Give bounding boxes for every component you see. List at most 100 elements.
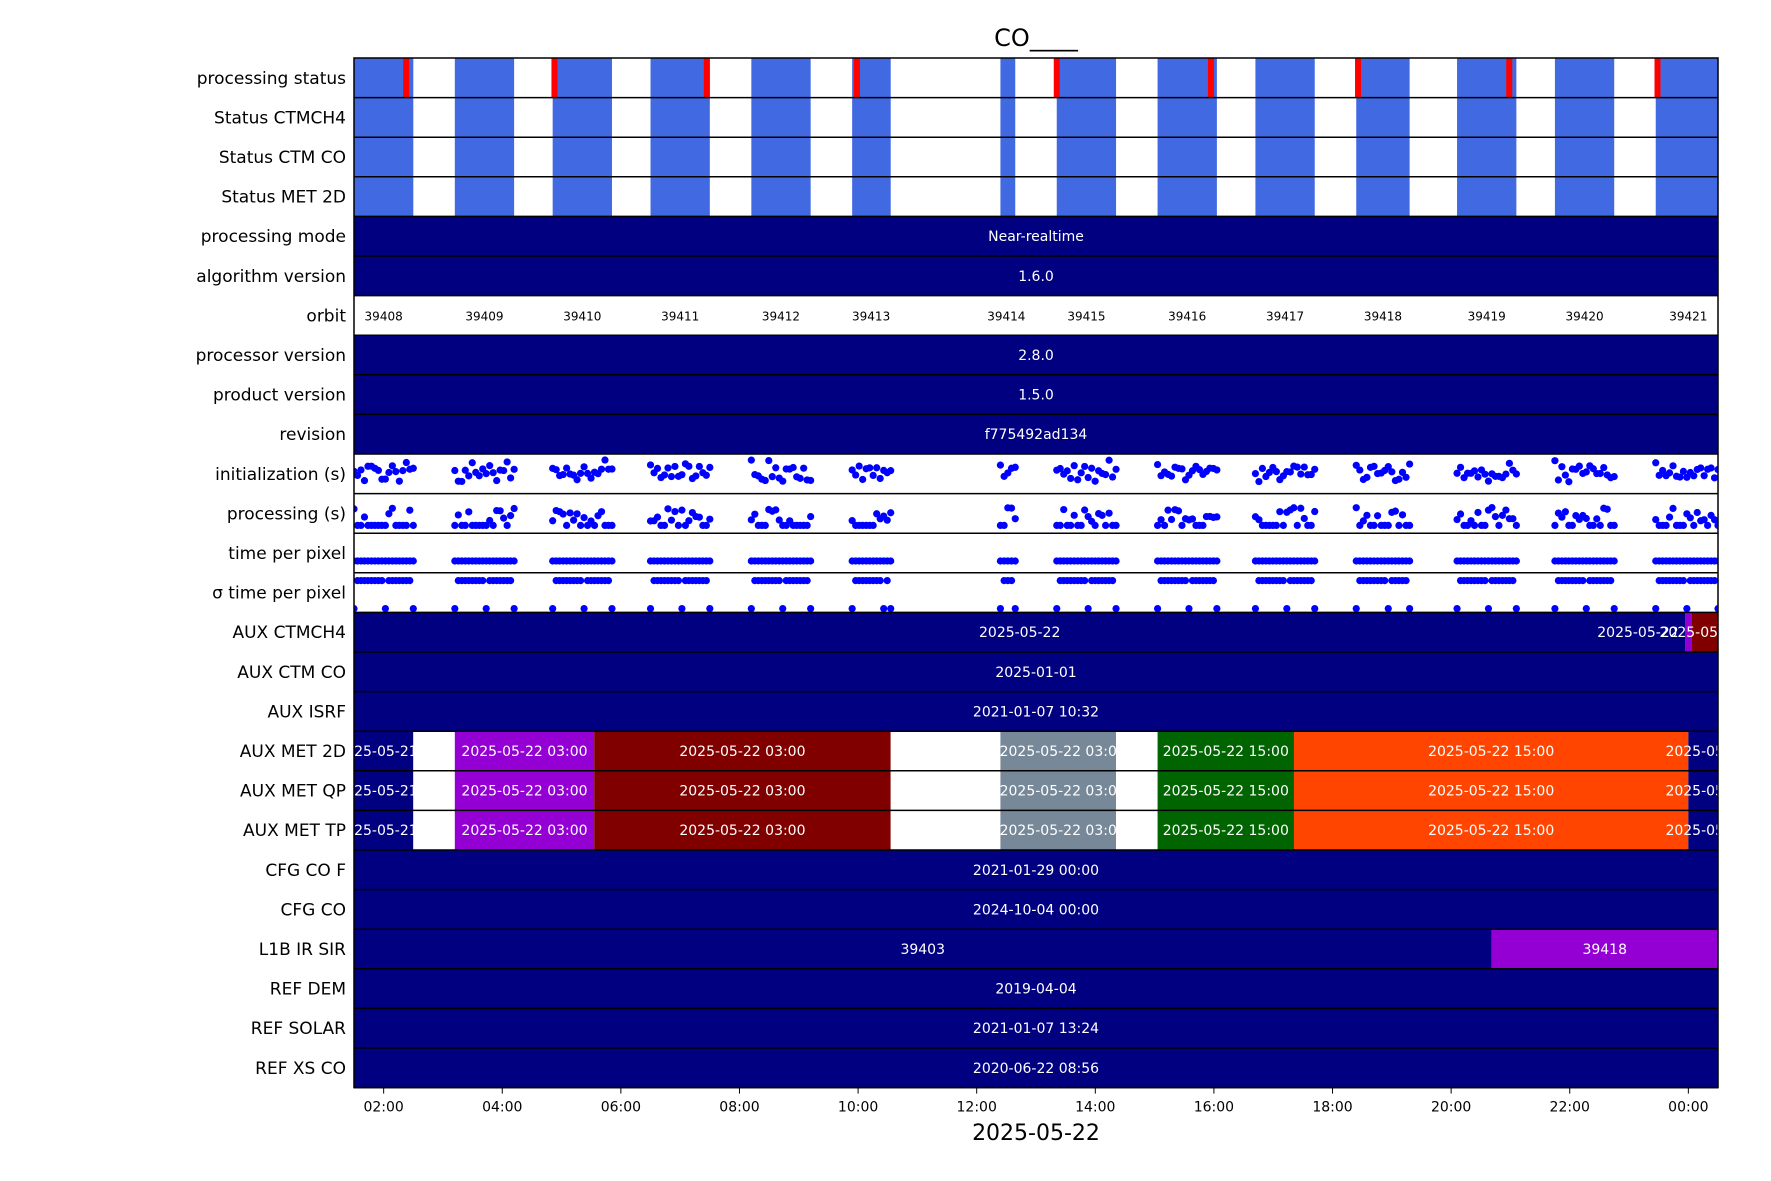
data-point [671, 462, 679, 471]
segment-label: 2025-05-22 15:00 [1163, 784, 1289, 800]
data-point [454, 511, 462, 519]
data-point [507, 512, 515, 520]
status-bar [1157, 97, 1217, 138]
data-point [385, 468, 393, 477]
data-point [1589, 521, 1597, 530]
status-bar [1000, 97, 1016, 138]
segment-label: 2024-10-04 00:00 [973, 902, 1099, 918]
row-1 [354, 97, 1718, 138]
data-point [747, 456, 755, 464]
data-point [1481, 521, 1489, 530]
data-point [1381, 577, 1389, 585]
segment-bar [413, 731, 455, 771]
segment-label: 2025-05-22 03:00 [461, 744, 587, 760]
data-point [1690, 472, 1698, 480]
data-point [1505, 459, 1513, 467]
data-point [1652, 515, 1660, 524]
x-axis: 02:00 04:00 06:00 08:00 10:00 12:00 14:00 16:00… [363, 1087, 1709, 1116]
data-point [660, 521, 669, 530]
data-point [747, 605, 755, 613]
data-point [1714, 521, 1718, 529]
data-point [653, 464, 662, 473]
orbit-label: 39415 [1067, 309, 1105, 323]
data-point [706, 557, 714, 565]
data-point [1063, 467, 1071, 475]
row-15: 2025-01-01 [354, 652, 1718, 692]
data-point [608, 465, 616, 473]
data-point [1011, 463, 1019, 471]
data-point [1290, 504, 1298, 512]
status-bar [650, 97, 710, 138]
segment-label: 2025-05-22 15:00 [1163, 823, 1289, 839]
data-point [549, 605, 557, 613]
data-point [1279, 577, 1287, 585]
data-point [1153, 521, 1162, 530]
data-point [883, 516, 891, 524]
segment-label: Near-realtime [988, 229, 1084, 245]
orbit-label: 39412 [762, 309, 800, 323]
segment-bar [1000, 770, 1117, 811]
segment-label: 2025-05-22 03:00 [461, 823, 587, 839]
data-point [451, 605, 459, 613]
data-point [1053, 605, 1061, 613]
data-point [461, 466, 469, 474]
data-point [678, 506, 686, 514]
x-tick-label: 12:00 [957, 1100, 997, 1116]
data-point [887, 605, 895, 613]
data-point [1575, 462, 1583, 470]
data-point [1112, 605, 1120, 613]
data-point [465, 472, 473, 480]
data-point [1582, 514, 1590, 523]
segment-bar [354, 889, 1718, 930]
data-point [664, 464, 672, 472]
data-point [354, 505, 358, 513]
data-point [765, 456, 773, 465]
data-point [1286, 468, 1294, 476]
data-point [674, 577, 683, 585]
orbit-label: 39413 [852, 309, 890, 323]
segment-bar [890, 770, 1001, 811]
segment-label: 2025-05-22 [1665, 823, 1746, 839]
data-point [1509, 577, 1517, 585]
data-point [1255, 516, 1263, 524]
data-point [883, 577, 891, 585]
data-point [604, 577, 613, 585]
data-point [388, 504, 396, 512]
row-label: AUX MET QP [240, 782, 346, 802]
data-point [576, 521, 585, 530]
segment-bar [1293, 731, 1689, 771]
data-point [1565, 478, 1573, 486]
data-point [486, 462, 494, 470]
data-point [1596, 521, 1604, 530]
segment-label: 2025-01-01 [995, 665, 1076, 681]
data-point [1484, 477, 1493, 485]
data-point [1512, 605, 1520, 613]
data-point [1502, 506, 1510, 514]
data-point [566, 509, 574, 517]
row-label: processing status [197, 69, 346, 89]
segment-label: 2025-05-22 [1665, 744, 1746, 760]
data-point [479, 577, 487, 585]
data-point [796, 474, 804, 482]
data-point [357, 466, 365, 474]
data-point [678, 471, 686, 479]
data-point [1679, 521, 1688, 530]
data-point [576, 469, 585, 477]
data-point [807, 512, 815, 521]
segment-bar [354, 612, 1686, 652]
data-point [1352, 504, 1360, 512]
data-point [1652, 605, 1660, 613]
data-point [597, 508, 606, 516]
data-point [1112, 521, 1120, 530]
data-point [706, 463, 714, 472]
segment-label: 2025-05-22 [979, 625, 1060, 641]
data-point [590, 521, 599, 530]
segment-bar [1000, 810, 1117, 850]
data-point [1157, 516, 1165, 524]
data-point [1074, 476, 1082, 484]
data-point [772, 506, 780, 514]
segment-label: 2025-05-22 03:00 [679, 784, 805, 800]
data-point [1213, 513, 1221, 521]
x-tick-label: 20:00 [1431, 1100, 1471, 1116]
